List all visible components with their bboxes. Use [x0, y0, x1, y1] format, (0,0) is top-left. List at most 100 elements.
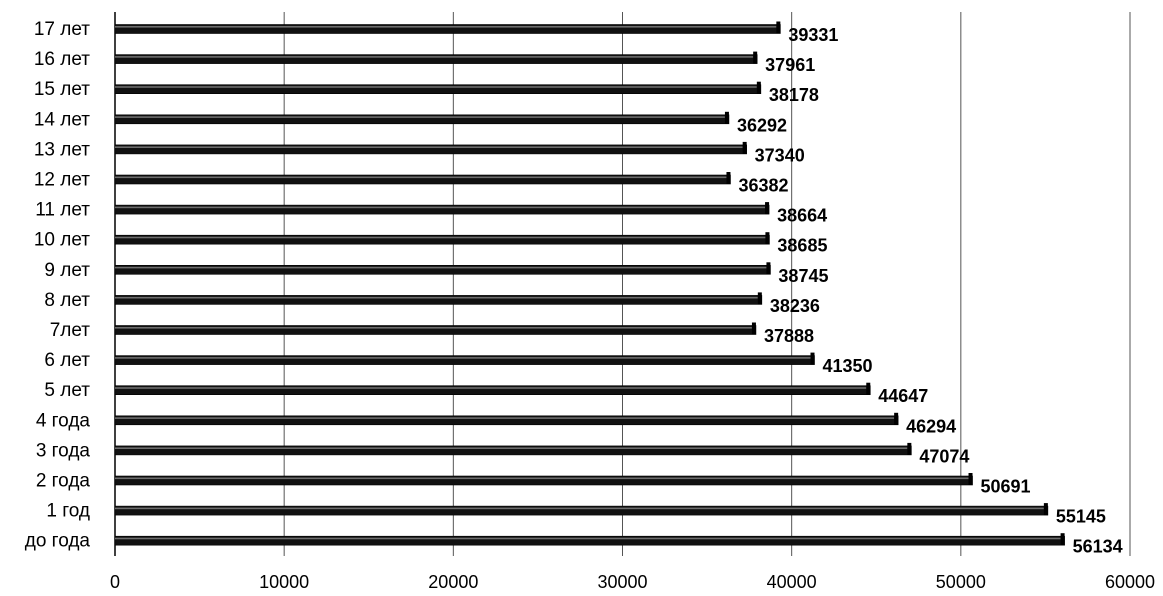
- category-label: 17 лет: [34, 19, 90, 40]
- category-label: 8 лет: [44, 290, 90, 311]
- bar-end-cap: [1060, 533, 1065, 546]
- category-label: 11 лет: [35, 200, 90, 221]
- x-tick-label: 0: [110, 572, 120, 592]
- data-label: 36382: [738, 176, 788, 196]
- data-label: 46294: [906, 416, 956, 436]
- category-label: 10 лет: [34, 230, 90, 251]
- data-label: 50691: [981, 477, 1031, 497]
- category-label: 13 лет: [34, 139, 90, 160]
- bar-end-cap: [765, 202, 770, 215]
- bar-highlight: [115, 296, 758, 299]
- data-label: 38236: [770, 296, 820, 316]
- bar-highlight: [115, 327, 752, 329]
- bar: [114, 385, 871, 396]
- bar-highlight: [115, 477, 969, 480]
- bar: [114, 415, 899, 426]
- data-label: 39331: [788, 25, 838, 45]
- data-label: 47074: [919, 446, 969, 466]
- bars: [114, 21, 1065, 546]
- bar-highlight: [115, 357, 811, 359]
- bar: [114, 445, 912, 456]
- x-tick-label: 50000: [936, 572, 986, 592]
- data-label: 44647: [878, 386, 928, 406]
- data-label: 37340: [755, 145, 805, 165]
- bar-end-cap: [756, 81, 761, 94]
- category-label: 3 года: [36, 440, 91, 461]
- bar-end-cap: [765, 232, 770, 245]
- bar: [114, 24, 781, 34]
- data-label: 38664: [777, 206, 827, 226]
- bar-highlight: [115, 236, 766, 239]
- data-label: 37888: [764, 326, 814, 346]
- x-tick-label: 40000: [767, 572, 817, 592]
- x-tick-label: 60000: [1105, 572, 1155, 592]
- bar-highlight: [115, 206, 766, 209]
- bar-highlight: [115, 447, 908, 449]
- category-label: до года: [25, 531, 91, 552]
- bar: [114, 355, 815, 365]
- x-tick-label: 30000: [597, 572, 647, 592]
- data-label: 38178: [769, 85, 819, 105]
- bar-highlight: [115, 507, 1044, 510]
- bar-end-cap: [724, 111, 729, 124]
- bar: [114, 144, 747, 155]
- bar-end-cap: [907, 442, 912, 455]
- category-labels: 17 лет 16 лет 15 лет 14 лет 13 лет 12 лет 11 л…: [25, 19, 91, 552]
- bar: [114, 234, 770, 245]
- bar-end-cap: [751, 322, 756, 335]
- bar: [114, 114, 730, 125]
- data-label: 41350: [823, 356, 873, 376]
- bar-highlight: [115, 417, 895, 419]
- bar-end-cap: [866, 382, 871, 395]
- data-label: 37961: [765, 55, 815, 75]
- bar: [114, 325, 757, 335]
- category-label: 5 лет: [44, 380, 90, 401]
- bar-end-cap: [810, 352, 815, 365]
- bar-highlight: [115, 146, 743, 148]
- bar-highlight: [115, 387, 867, 389]
- bar-end-cap: [1043, 503, 1048, 516]
- bar-highlight: [115, 266, 767, 269]
- bar: [114, 84, 762, 94]
- category-label: 12 лет: [34, 170, 90, 191]
- x-tick-label: 20000: [428, 572, 478, 592]
- bar-highlight: [115, 56, 754, 58]
- bar-end-cap: [894, 412, 899, 425]
- category-label: 16 лет: [34, 49, 90, 70]
- category-label: 9 лет: [44, 260, 90, 281]
- data-label: 36292: [737, 115, 787, 135]
- category-label: 4 года: [36, 410, 91, 431]
- value-labels: 39331 37961 38178 36292 37340 36382 38664 38685…: [737, 25, 1123, 557]
- category-label: 1 год: [46, 501, 90, 522]
- category-label: 6 лет: [44, 350, 90, 371]
- data-label: 38745: [778, 266, 828, 286]
- category-label: 2 года: [36, 471, 91, 492]
- bar: [114, 174, 731, 185]
- gridlines: [114, 12, 1131, 556]
- bar-highlight: [115, 176, 727, 179]
- data-label: 38685: [777, 236, 827, 256]
- category-label: 15 лет: [34, 79, 90, 100]
- category-label: 14 лет: [34, 109, 90, 130]
- bar-highlight: [115, 116, 725, 118]
- bar-end-cap: [753, 51, 758, 64]
- bar-end-cap: [757, 292, 762, 305]
- bar-end-cap: [726, 172, 731, 184]
- bar-end-cap: [776, 21, 781, 34]
- bar-end-cap: [766, 262, 771, 275]
- x-axis-tick-labels: 0 10000 20000 30000 40000 50000 60000: [110, 572, 1155, 592]
- bar-highlight: [115, 86, 757, 88]
- bar-highlight: [115, 537, 1061, 540]
- bar: [114, 505, 1049, 516]
- data-label: 55145: [1056, 507, 1106, 527]
- bar: [114, 264, 771, 275]
- bar: [114, 475, 973, 486]
- bar: [114, 535, 1065, 546]
- bar-highlight: [115, 26, 777, 28]
- bar-end-cap: [968, 473, 973, 485]
- data-label: 56134: [1073, 537, 1123, 557]
- x-tick-label: 10000: [259, 572, 309, 592]
- bar: [114, 295, 763, 305]
